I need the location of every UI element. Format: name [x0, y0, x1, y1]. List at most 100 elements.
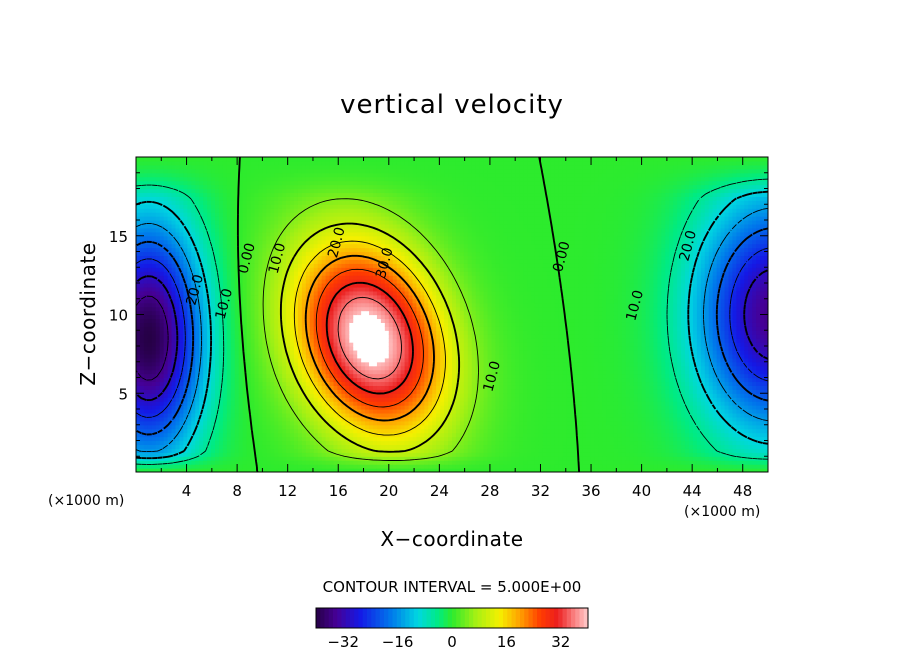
- field-cell: [290, 204, 295, 209]
- field-cell: [301, 235, 307, 241]
- field-cell: [171, 172, 177, 178]
- field-cell: [222, 259, 228, 264]
- field-cell: [183, 401, 188, 406]
- field-cell: [333, 338, 339, 343]
- field-cell: [266, 164, 271, 170]
- field-cell: [183, 369, 188, 375]
- field-cell: [290, 216, 295, 221]
- field-cell: [179, 259, 184, 264]
- field-cell: [226, 326, 232, 331]
- field-cell: [282, 192, 287, 197]
- field-cell: [270, 200, 275, 205]
- field-cell: [211, 322, 216, 327]
- field-cell: [230, 357, 236, 363]
- field-cell: [207, 424, 212, 430]
- field-cell: [325, 393, 331, 398]
- field-cell: [254, 259, 260, 264]
- field-cell: [376, 298, 382, 304]
- field-cell: [325, 180, 331, 186]
- field-cell: [361, 298, 366, 304]
- field-cell: [329, 342, 335, 347]
- field-cell: [183, 176, 188, 182]
- field-cell: [139, 346, 145, 351]
- field-cell: [274, 243, 279, 249]
- field-cell: [278, 208, 283, 213]
- field-cell: [365, 294, 370, 300]
- field-cell: [139, 318, 145, 323]
- field-cell: [333, 464, 339, 469]
- field-cell: [270, 286, 275, 292]
- field-cell: [376, 204, 382, 209]
- field-cell: [258, 409, 263, 414]
- field-cell: [136, 412, 141, 418]
- field-cell: [222, 456, 228, 461]
- field-cell: [286, 424, 291, 430]
- field-cell: [357, 460, 362, 465]
- field-cell: [317, 184, 323, 190]
- field-cell: [258, 302, 263, 308]
- field-cell: [151, 444, 157, 449]
- field-cell: [207, 247, 212, 253]
- field-cell: [203, 220, 208, 225]
- field-cell: [361, 192, 366, 197]
- field-cell: [222, 271, 228, 276]
- field-cell: [353, 239, 358, 245]
- field-cell: [199, 164, 204, 170]
- field-cell: [270, 275, 275, 280]
- field-cell: [270, 302, 275, 308]
- field-cell: [218, 405, 224, 410]
- field-cell: [274, 456, 279, 461]
- field-cell: [282, 223, 287, 229]
- field-cell: [139, 255, 145, 260]
- field-cell: [321, 255, 327, 260]
- field-cell: [349, 239, 354, 245]
- field-cell: [313, 302, 319, 308]
- field-cell: [234, 294, 240, 300]
- field-cell: [290, 330, 295, 335]
- field-cell: [313, 452, 319, 457]
- field-cell: [282, 357, 287, 363]
- field-cell: [211, 338, 216, 343]
- field-cell: [361, 440, 366, 446]
- field-cell: [230, 432, 236, 438]
- field-cell: [226, 334, 232, 339]
- field-cell: [151, 365, 157, 371]
- field-cell: [294, 401, 299, 406]
- field-cell: [290, 357, 295, 363]
- field-cell: [199, 180, 204, 186]
- field-cell: [357, 208, 362, 213]
- field-cell: [139, 428, 145, 434]
- field-cell: [207, 294, 212, 300]
- field-cell: [155, 452, 161, 457]
- field-cell: [179, 314, 184, 320]
- field-cell: [159, 306, 165, 312]
- field-cell: [373, 192, 378, 197]
- field-cell: [337, 428, 342, 434]
- field-cell: [262, 428, 267, 434]
- field-cell: [242, 412, 248, 418]
- field-cell: [258, 405, 263, 410]
- field-cell: [139, 160, 145, 166]
- field-cell: [333, 157, 339, 162]
- field-cell: [215, 397, 220, 402]
- field-cell: [139, 405, 145, 410]
- field-cell: [139, 263, 145, 268]
- field-cell: [179, 346, 184, 351]
- field-cell: [286, 255, 291, 260]
- field-cell: [365, 164, 370, 170]
- field-cell: [278, 432, 283, 438]
- field-cell: [329, 160, 335, 166]
- field-cell: [353, 330, 358, 335]
- field-cell: [195, 452, 200, 457]
- field-cell: [250, 290, 256, 296]
- field-cell: [337, 405, 342, 410]
- field-cell: [345, 220, 350, 225]
- field-cell: [329, 216, 335, 221]
- field-cell: [305, 346, 311, 351]
- field-cell: [167, 412, 173, 418]
- field-cell: [333, 259, 339, 264]
- field-cell: [270, 385, 275, 390]
- field-cell: [136, 160, 141, 166]
- field-cell: [230, 330, 236, 335]
- field-cell: [143, 401, 149, 406]
